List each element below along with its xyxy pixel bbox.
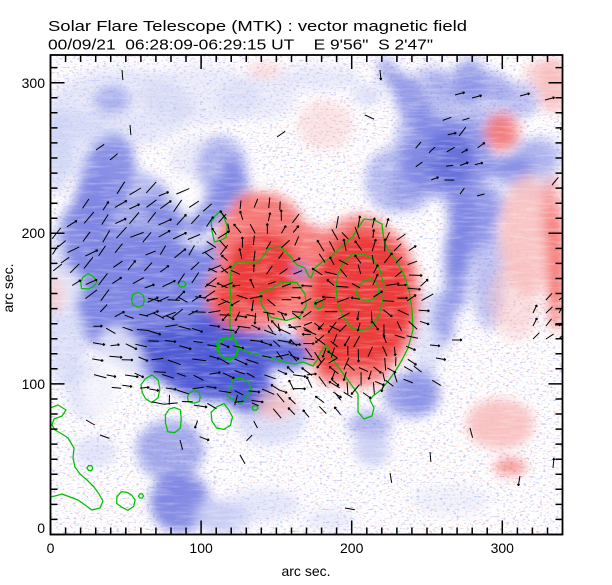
svg-text:100: 100 <box>22 376 46 392</box>
svg-text:200: 200 <box>22 225 46 241</box>
svg-text:0: 0 <box>37 520 45 536</box>
svg-text:arc sec.: arc sec. <box>0 263 16 312</box>
svg-text:200: 200 <box>340 540 364 556</box>
svg-text:100: 100 <box>189 540 213 556</box>
svg-text:300: 300 <box>22 75 46 91</box>
svg-text:300: 300 <box>491 540 515 556</box>
svg-text:arc sec.: arc sec. <box>281 563 330 579</box>
svg-text:Solar Flare Telescope (MTK) :: Solar Flare Telescope (MTK) : vector mag… <box>48 18 467 35</box>
svg-text:00/09/21 06:28:09-06:29:15 UT: 00/09/21 06:28:09-06:29:15 UT E 9'56" S … <box>48 37 433 54</box>
svg-text:0: 0 <box>47 540 55 556</box>
